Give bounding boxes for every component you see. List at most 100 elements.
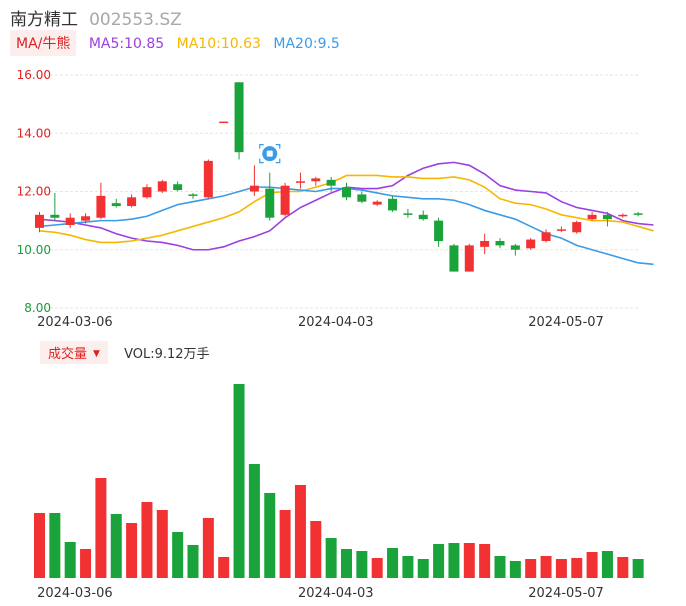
candle-body [541,232,551,242]
badge-frame [259,144,281,164]
candle [556,226,566,233]
candle-body [81,216,91,221]
candle-body [65,217,75,225]
candle-body [280,185,290,215]
volume-bar [248,464,260,578]
candle-body [96,195,106,218]
candle-body [219,121,229,124]
candle-body [556,229,566,231]
y-tick-label: 14.00 [17,126,51,140]
candle [65,213,75,228]
candle-body [526,239,536,249]
candle-body [111,203,121,207]
candle-body [495,241,505,246]
volume-bar [110,514,122,578]
volume-selector-button[interactable]: 成交量 ▼ [40,341,108,364]
candle-body [434,220,444,242]
volume-bar [172,532,184,578]
volume-bar [448,543,460,578]
volume-bar [126,523,138,578]
volume-bar [187,545,199,578]
volume-bar [325,538,337,578]
candle [602,211,612,227]
candle-body [372,201,382,205]
candle-body [633,213,643,215]
volume-bar [387,548,399,578]
candle-body [249,185,259,192]
candle [541,229,551,243]
flag-badge-icon [259,144,281,164]
x-tick-label: 2024-03-06 [37,315,113,330]
volume-bar [402,556,414,578]
volume-bar [525,559,537,578]
volume-bar [233,384,245,578]
ma-selector-button[interactable]: MA/牛熊 [10,30,77,56]
candle-body [388,198,398,211]
candle-body [157,181,167,192]
candle-body [510,245,520,250]
volume-bar [463,543,475,578]
candle [295,172,305,189]
volume-bar [356,551,368,578]
candle [249,165,259,196]
caret-down-icon: ▼ [93,349,100,359]
candle [372,200,382,207]
volume-bar [540,556,552,578]
candle [127,194,137,208]
candle-body [326,179,336,186]
candle-body [587,214,597,220]
candle-body [464,245,474,272]
candle-body [311,178,321,182]
volume-bar [310,521,322,578]
candle-body [203,160,213,198]
candle-body [142,187,152,198]
x-tick-label: 2024-04-03 [298,315,374,330]
x-tick-label: 2024-05-07 [528,315,604,330]
x-tick-label: 2024-05-07 [528,586,604,601]
candle-body [449,245,459,272]
candle [35,211,44,233]
volume-bar [218,557,230,578]
volume-bar [64,542,76,578]
candle [96,182,106,220]
volume-bar [586,552,598,578]
candle-body [173,184,183,191]
volume-bar [479,544,491,578]
candle [326,176,336,192]
volume-bar [417,559,429,578]
volume-bar [141,502,153,578]
stock-name: 南方精工 [10,10,78,30]
y-tick-label: 16.00 [17,68,51,82]
candle-body [403,213,413,215]
volume-bar [632,559,644,578]
candle [434,217,444,247]
volume-bar [95,478,107,578]
candle [388,195,398,212]
candle [234,82,244,160]
candle [618,213,628,218]
volume-bar [49,513,61,578]
candle-body [35,214,44,228]
candle [342,182,351,201]
y-tick-label: 12.00 [17,185,51,199]
volume-bar [34,513,45,578]
ma20-label: MA20:9.5 [273,36,340,52]
candle [403,208,413,218]
volume-bar [601,551,613,578]
candle [572,220,582,234]
candle [142,184,152,199]
candle [265,172,275,221]
candle-body [50,214,60,218]
volume-bar [433,544,445,578]
candle-body [480,241,490,247]
candle-body [265,188,275,218]
volume-bar [279,510,291,578]
candle [157,179,167,193]
candle-body [295,181,305,183]
candle-body [572,222,582,233]
volume-bar [617,557,629,578]
candle [219,121,229,124]
stock-header: 南方精工 002553.SZ [10,5,182,30]
candle [111,198,121,208]
